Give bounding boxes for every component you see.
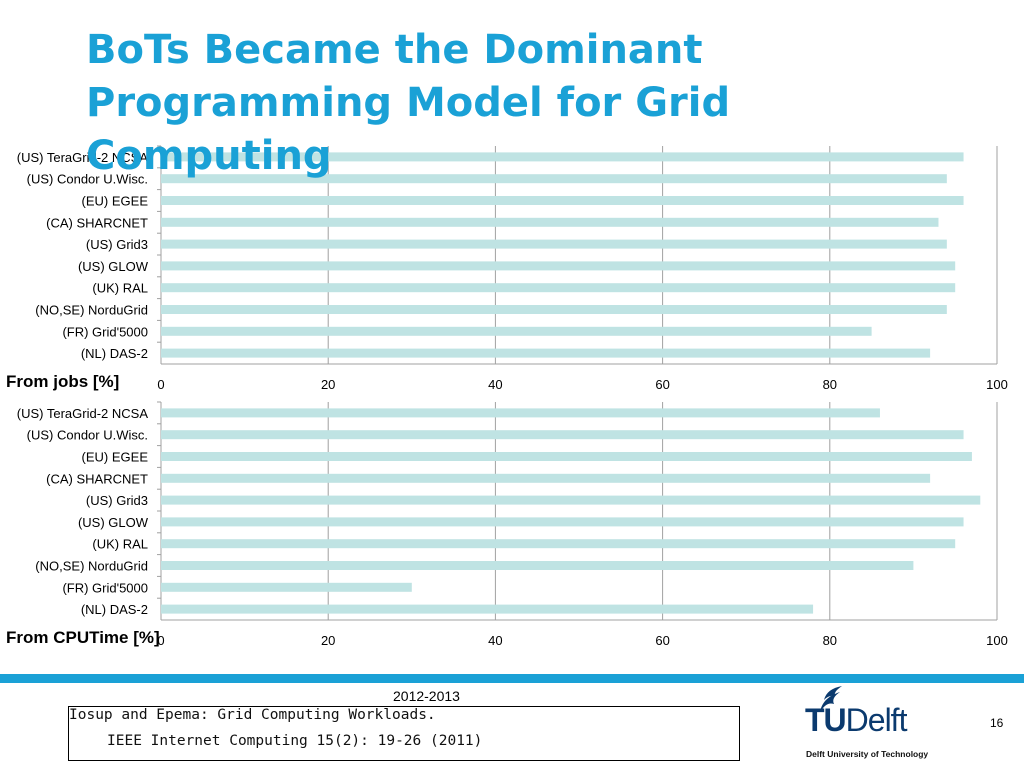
citation-box: Iosup and Epema: Grid Computing Workload… — [68, 706, 740, 761]
jobs-x-tick-label: 0 — [157, 377, 164, 392]
flame-icon — [820, 686, 842, 712]
cputime-category-label: (UK) RAL — [92, 537, 148, 552]
jobs-bar — [161, 348, 931, 358]
jobs-category-label: (US) GLOW — [78, 259, 149, 274]
cputime-x-tick-label: 0 — [157, 633, 164, 648]
jobs-category-label: (NL) DAS-2 — [81, 346, 148, 361]
cputime-bar — [161, 561, 914, 570]
cputime-category-label: (EU) EGEE — [82, 450, 149, 465]
jobs-bar-chart: 0 20 40 60 80 100 (US) TeraGrid-2 NCSA (US) Con… — [17, 145, 1008, 392]
logo-tu: TU — [805, 702, 847, 738]
cputime-chart-caption: From CPUTime [%] — [6, 628, 160, 647]
cputime-category-label: (US) TeraGrid-2 NCSA — [17, 406, 149, 421]
cputime-x-tick-label: 40 — [488, 633, 502, 648]
cputime-bar — [161, 582, 412, 592]
cputime-bar — [161, 539, 956, 549]
jobs-bar — [161, 152, 964, 162]
cputime-bar — [161, 430, 964, 440]
footer-band — [0, 674, 1024, 683]
jobs-bar — [161, 326, 872, 336]
cputime-x-tick-label: 20 — [321, 633, 335, 648]
cputime-bar — [161, 517, 964, 527]
cputime-category-label: (US) GLOW — [78, 515, 149, 530]
jobs-x-tick-label: 40 — [488, 377, 502, 392]
jobs-category-label: (US) Grid3 — [86, 237, 148, 252]
jobs-category-label: (US) Condor U.Wisc. — [27, 172, 148, 187]
tudelft-logo: TUDelft Delft University of Technology — [805, 684, 945, 764]
jobs-bar — [161, 239, 947, 249]
page-number: 16 — [990, 716, 1004, 730]
cputime-category-label: (US) Condor U.Wisc. — [27, 428, 148, 443]
jobs-x-tick-label: 80 — [823, 377, 837, 392]
jobs-category-label: (FR) Grid'5000 — [62, 324, 148, 339]
jobs-bar — [161, 174, 947, 184]
cputime-bar — [161, 408, 880, 418]
cputime-category-label: (CA) SHARCNET — [46, 471, 148, 486]
logo-subtitle: Delft University of Technology — [806, 749, 929, 759]
cputime-bar — [161, 495, 981, 505]
jobs-category-label: (NO,SE) NorduGrid — [35, 303, 148, 318]
cputime-category-label: (US) Grid3 — [86, 493, 148, 508]
jobs-x-tick-label: 100 — [986, 377, 1008, 392]
jobs-category-label: (UK) RAL — [92, 281, 148, 296]
jobs-bar — [161, 283, 956, 293]
jobs-chart-caption: From jobs [%] — [6, 372, 120, 391]
jobs-bar — [161, 196, 964, 205]
jobs-category-label: (CA) SHARCNET — [46, 215, 148, 230]
logo-delft: Delft — [845, 702, 908, 738]
cputime-x-tick-label: 80 — [823, 633, 837, 648]
citation-line-1: Iosup and Epema: Grid Computing Workload… — [69, 707, 436, 723]
cputime-x-tick-label: 60 — [655, 633, 669, 648]
cputime-category-label: (NO,SE) NorduGrid — [35, 559, 148, 574]
footer-year: 2012-2013 — [393, 688, 460, 704]
jobs-category-label: (US) TeraGrid-2 NCSA — [17, 150, 149, 165]
citation-line-2: IEEE Internet Computing 15(2): 19-26 (20… — [107, 733, 483, 749]
cputime-category-label: (FR) Grid'5000 — [62, 580, 148, 595]
cputime-bar — [161, 604, 814, 614]
jobs-x-tick-label: 60 — [655, 377, 669, 392]
cputime-category-label: (NL) DAS-2 — [81, 602, 148, 617]
cputime-bar-chart: 0 20 40 60 80 100 (US) TeraGrid-2 NCSA (US) Con… — [17, 401, 1008, 648]
jobs-x-tick-label: 20 — [321, 377, 335, 392]
jobs-bar — [161, 261, 956, 271]
logo-wordmark: TUDelft — [805, 702, 908, 739]
cputime-bar — [161, 473, 931, 483]
slide-title: BoTs Became the Dominant Programming Mod… — [86, 27, 731, 179]
cputime-bar — [161, 452, 972, 461]
cputime-x-tick-label: 100 — [986, 633, 1008, 648]
jobs-category-label: (EU) EGEE — [82, 194, 149, 209]
jobs-bar — [161, 305, 947, 314]
jobs-bar — [161, 217, 939, 227]
